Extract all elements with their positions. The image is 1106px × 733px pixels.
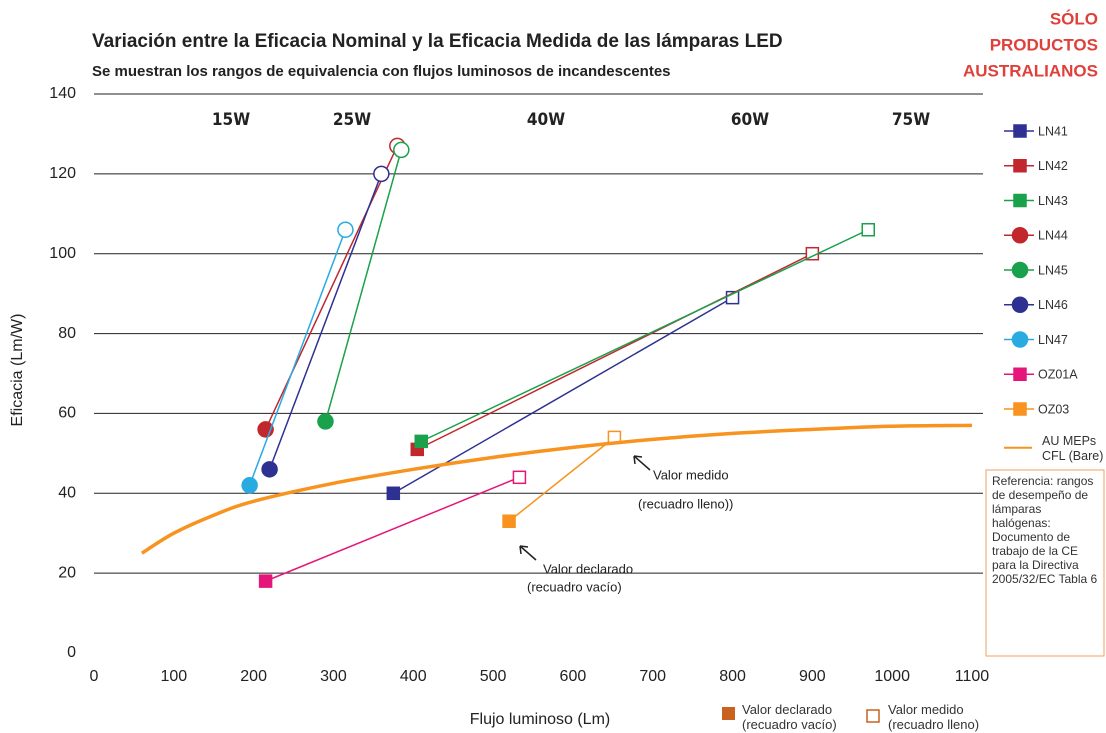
data-point xyxy=(337,221,354,239)
x-tick-label: 1000 xyxy=(874,668,910,685)
y-tick-label: 140 xyxy=(49,85,76,102)
watt-label: 75W xyxy=(892,110,930,130)
data-point xyxy=(261,461,278,478)
series-line xyxy=(265,476,520,582)
badge: AUSTRALIANOS xyxy=(963,61,1098,80)
series-line xyxy=(268,173,383,470)
legend-label: OZ03 xyxy=(1038,402,1069,416)
series-line xyxy=(392,296,733,494)
x-tick-label: 600 xyxy=(560,668,587,685)
annotation: Valor medido xyxy=(653,467,729,482)
x-tick-label: 800 xyxy=(719,668,746,685)
series-line xyxy=(420,229,869,443)
badge: PRODUCTOS xyxy=(990,35,1098,54)
data-point xyxy=(386,486,401,501)
legend-label: LN46 xyxy=(1038,298,1068,312)
watt-label: 60W xyxy=(731,110,769,130)
y-tick-label: 40 xyxy=(58,485,76,502)
legend-label: LN42 xyxy=(1038,159,1068,173)
x-tick-label: 1100 xyxy=(955,668,990,685)
x-tick-label: 200 xyxy=(240,668,267,685)
x-tick-label: 500 xyxy=(480,668,507,685)
data-point xyxy=(861,223,875,237)
legend-label: OZ01A xyxy=(1038,368,1078,382)
legend-marker xyxy=(1011,296,1029,313)
legend-marker xyxy=(1013,193,1027,208)
watt-label: 15W xyxy=(212,110,250,130)
data-point xyxy=(512,470,527,485)
series-line xyxy=(508,436,615,522)
legend-marker xyxy=(1013,159,1027,173)
x-tick-label: 100 xyxy=(160,668,187,685)
x-axis-label: Flujo luminoso (Lm) xyxy=(470,711,610,728)
legend-marker xyxy=(1013,402,1027,416)
legend-filled-square xyxy=(722,707,735,720)
x-tick-label: 0 xyxy=(90,668,99,685)
y-tick-label: 80 xyxy=(58,325,76,342)
series-line xyxy=(248,229,347,486)
data-point xyxy=(393,141,410,159)
legend-marker xyxy=(1013,367,1027,381)
data-point xyxy=(258,574,273,588)
chart-title: Variación entre la Eficacia Nominal y la… xyxy=(92,31,783,52)
legend-label: LN47 xyxy=(1038,333,1068,347)
data-point xyxy=(502,514,516,528)
legend-label: LN43 xyxy=(1038,194,1068,208)
x-tick-label: 900 xyxy=(799,668,826,685)
chart-subtitle: Se muestran los rangos de equivalencia c… xyxy=(92,63,671,80)
reference-box xyxy=(985,469,1105,657)
reference-curve xyxy=(140,423,973,555)
legend-marker xyxy=(1011,227,1029,244)
annotation: Valor declarado xyxy=(543,561,633,576)
legend-label: LN45 xyxy=(1038,263,1068,277)
data-point xyxy=(317,413,334,430)
y-tick-label: 100 xyxy=(49,245,76,262)
y-tick-label: 60 xyxy=(58,405,76,422)
badge: SÓLO xyxy=(1050,9,1098,28)
data-point xyxy=(373,165,390,183)
watt-label: 40W xyxy=(527,110,565,130)
series-line xyxy=(324,149,403,422)
marker-legend: Valor declarado (recuadro vacío) xyxy=(742,702,837,732)
legend-label: AU MEPs CFL (Bare) xyxy=(1042,433,1104,463)
y-tick-label: 20 xyxy=(58,564,76,581)
series-line xyxy=(416,253,813,451)
marker-legend: Valor medido (recuadro lleno) xyxy=(888,702,980,732)
data-point xyxy=(414,434,429,449)
legend-marker xyxy=(1013,124,1027,138)
legend-marker xyxy=(1011,261,1029,279)
y-tick-label: 0 xyxy=(67,644,76,661)
legend-hollow-square xyxy=(866,709,880,723)
legend-label: LN44 xyxy=(1038,229,1068,243)
x-tick-label: 400 xyxy=(400,668,427,685)
reference-note: Referencia: rangos de desempeño de lámpa… xyxy=(992,474,1098,586)
annotation: (recuadro lleno)) xyxy=(638,496,733,511)
data-point xyxy=(241,477,258,494)
annotation-arrows xyxy=(519,455,651,561)
series-line xyxy=(264,145,398,430)
y-axis-label: Eficacia (Lm/W) xyxy=(9,314,26,427)
x-tick-label: 700 xyxy=(639,668,666,685)
legend-label: LN41 xyxy=(1038,124,1068,138)
legend-marker xyxy=(1011,331,1029,348)
y-tick-label: 120 xyxy=(49,165,76,182)
x-tick-label: 300 xyxy=(320,668,347,685)
watt-label: 25W xyxy=(333,110,371,130)
annotation: (recuadro vacío) xyxy=(527,579,622,594)
